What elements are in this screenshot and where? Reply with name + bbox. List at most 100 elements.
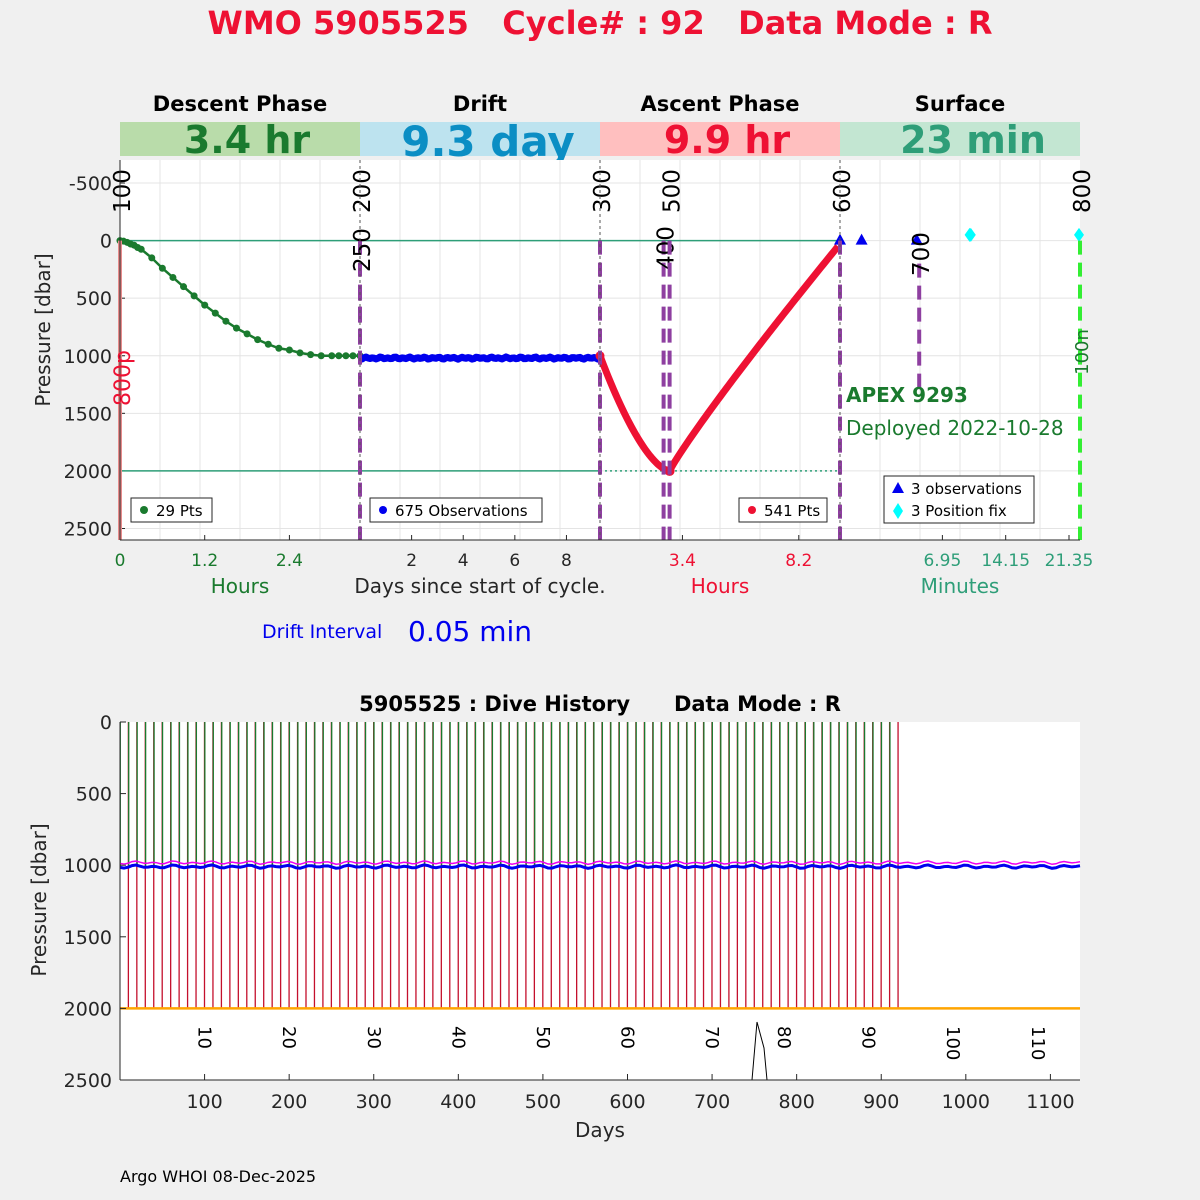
history-x-tick-label: 300: [356, 1091, 392, 1113]
ascent-legend-text: 541 Pts: [764, 502, 820, 520]
marker-label-400: 400: [654, 226, 680, 270]
descent-point: [232, 324, 240, 332]
drift-duration: 9.3 day: [401, 117, 575, 166]
cycle-label-100: 100: [942, 1026, 963, 1060]
history-x-tick-label: 500: [525, 1091, 561, 1113]
descent-point: [335, 352, 343, 360]
marker-label-600: 600: [830, 169, 856, 213]
history-x-tick-label: 600: [609, 1091, 645, 1113]
history-x-tick-label: 1000: [942, 1091, 990, 1113]
footer: Argo WHOI 08-Dec-2025: [120, 1167, 316, 1186]
descent-tick-label: 1.2: [191, 551, 218, 571]
history-cycle-labels: 10 20 30 40 50 60 70 80 90 100 110: [194, 1026, 1048, 1060]
phase-title-descent: Descent Phase: [153, 92, 327, 116]
descent-legend-text: 29 Pts: [156, 502, 203, 520]
history-y-tick-label: 500: [76, 784, 112, 806]
surface-tick-label: 21.35: [1045, 551, 1094, 571]
top-y-tick-label: -500: [69, 173, 112, 195]
history-y-tick-label: 1000: [64, 855, 112, 877]
figure-title: WMO 5905525 Cycle# : 92 Data Mode : R: [208, 4, 993, 42]
drift-duration-band: [360, 122, 600, 156]
position-fix: [965, 227, 976, 242]
top-y-tick-label: 0: [100, 231, 112, 253]
drift-line: [358, 353, 602, 363]
marker-label-800: 800: [1070, 169, 1096, 213]
descent-tick-label: 0: [115, 551, 126, 571]
marker-label-100: 100: [110, 169, 136, 213]
history-x-tick-label: 200: [271, 1091, 307, 1113]
cycle-label-40: 40: [447, 1026, 468, 1049]
descent-legend: 29 Pts: [130, 497, 213, 523]
history-y-tick-label: 2500: [64, 1070, 112, 1092]
descent-point: [134, 244, 142, 252]
cycle-label-60: 60: [617, 1026, 638, 1049]
descent-point: [148, 254, 156, 262]
descent-point: [201, 301, 209, 309]
history-data: [119, 722, 1081, 1010]
drift-legend-text: 675 Observations: [395, 502, 528, 520]
descent-duration: 3.4 hr: [184, 118, 311, 162]
descent-point: [264, 340, 272, 348]
history-y-tick-label: 1500: [64, 927, 112, 949]
descent-point: [285, 346, 293, 354]
surface-legend: 3 observations 3 Position fix: [883, 475, 1035, 524]
phase-title-drift: Drift: [453, 92, 507, 116]
history-park-trace: [119, 863, 1081, 870]
cycle-label-30: 30: [363, 1026, 384, 1049]
history-x-axis-label: Days: [575, 1118, 625, 1142]
top-y-tick-label: 2000: [64, 461, 112, 483]
surface-tick-label: 6.95: [923, 551, 961, 571]
side-label-green: 100n: [1072, 329, 1093, 375]
drift-tick-label: 4: [458, 551, 469, 571]
cycle-label-10: 10: [194, 1026, 215, 1049]
history-anomaly-trace: [751, 1021, 768, 1081]
surface-x-label: Minutes: [921, 574, 1000, 598]
ascent-legend: 541 Pts: [738, 497, 828, 523]
cycle-label-70: 70: [701, 1026, 722, 1049]
phase-title-ascent: Ascent Phase: [641, 92, 800, 116]
marker-label-200: 200: [350, 169, 376, 213]
top-x-ticks: 0 1.2 2.4 2 4 6 8 3.4 8.2 6.95 14.15 21.35: [115, 535, 1094, 571]
descent-tick-label: 2.4: [276, 551, 303, 571]
descent-point: [296, 349, 304, 357]
descent-point: [328, 352, 336, 360]
marker-label-300: 300: [590, 169, 616, 213]
surface-legend-obs-marker: [892, 482, 904, 493]
drift-interval-value: 0.05 min: [408, 615, 532, 648]
top-data: [116, 227, 1084, 476]
top-markers: 100 200 250 300 400 500 600 700 800: [110, 160, 1096, 541]
ascent-tick-label: 8.2: [785, 551, 812, 571]
side-label-red: 800p: [111, 350, 136, 406]
drift-tick-label: 8: [561, 551, 572, 571]
descent-point: [317, 352, 325, 360]
cycle-label-20: 20: [278, 1026, 299, 1049]
top-y-tick-label: 1500: [64, 403, 112, 425]
history-x-tick-label: 900: [863, 1091, 899, 1113]
descent-point: [158, 264, 166, 272]
history-x-tick-label: 100: [186, 1091, 222, 1113]
deployed-date: Deployed 2022-10-28: [846, 416, 1064, 440]
history-axes: 100 200 300 400 500 600 700 800 900 1000 1100 0 500 1…: [64, 712, 1080, 1113]
ascent-tick-label: 3.4: [669, 551, 696, 571]
ascent-x-label: Hours: [691, 574, 750, 598]
descent-point: [127, 240, 135, 248]
surface-observation: [910, 233, 923, 245]
float-model: APEX 9293: [846, 383, 968, 407]
drift-tick-label: 2: [406, 551, 417, 571]
top-y-tick-label: 2500: [64, 518, 112, 540]
history-y-tick-label: 0: [100, 712, 112, 734]
surface-legend-fix-marker: [893, 503, 903, 519]
marker-label-500: 500: [660, 169, 686, 213]
ascent-duration-band: [600, 122, 840, 156]
surface-legend-obs-text: 3 observations: [911, 480, 1022, 498]
descent-x-label: Hours: [211, 574, 270, 598]
drift-interval-label: Drift Interval: [262, 621, 382, 643]
surface-tick-label: 14.15: [981, 551, 1030, 571]
drift-legend-marker: [379, 506, 387, 514]
descent-legend-marker: [140, 506, 148, 514]
cycle-label-50: 50: [532, 1026, 553, 1049]
drift-tick-label: 6: [509, 551, 520, 571]
descent-point: [190, 292, 198, 300]
marker-label-250: 250: [350, 228, 376, 272]
history-x-tick-label: 1100: [1026, 1091, 1074, 1113]
